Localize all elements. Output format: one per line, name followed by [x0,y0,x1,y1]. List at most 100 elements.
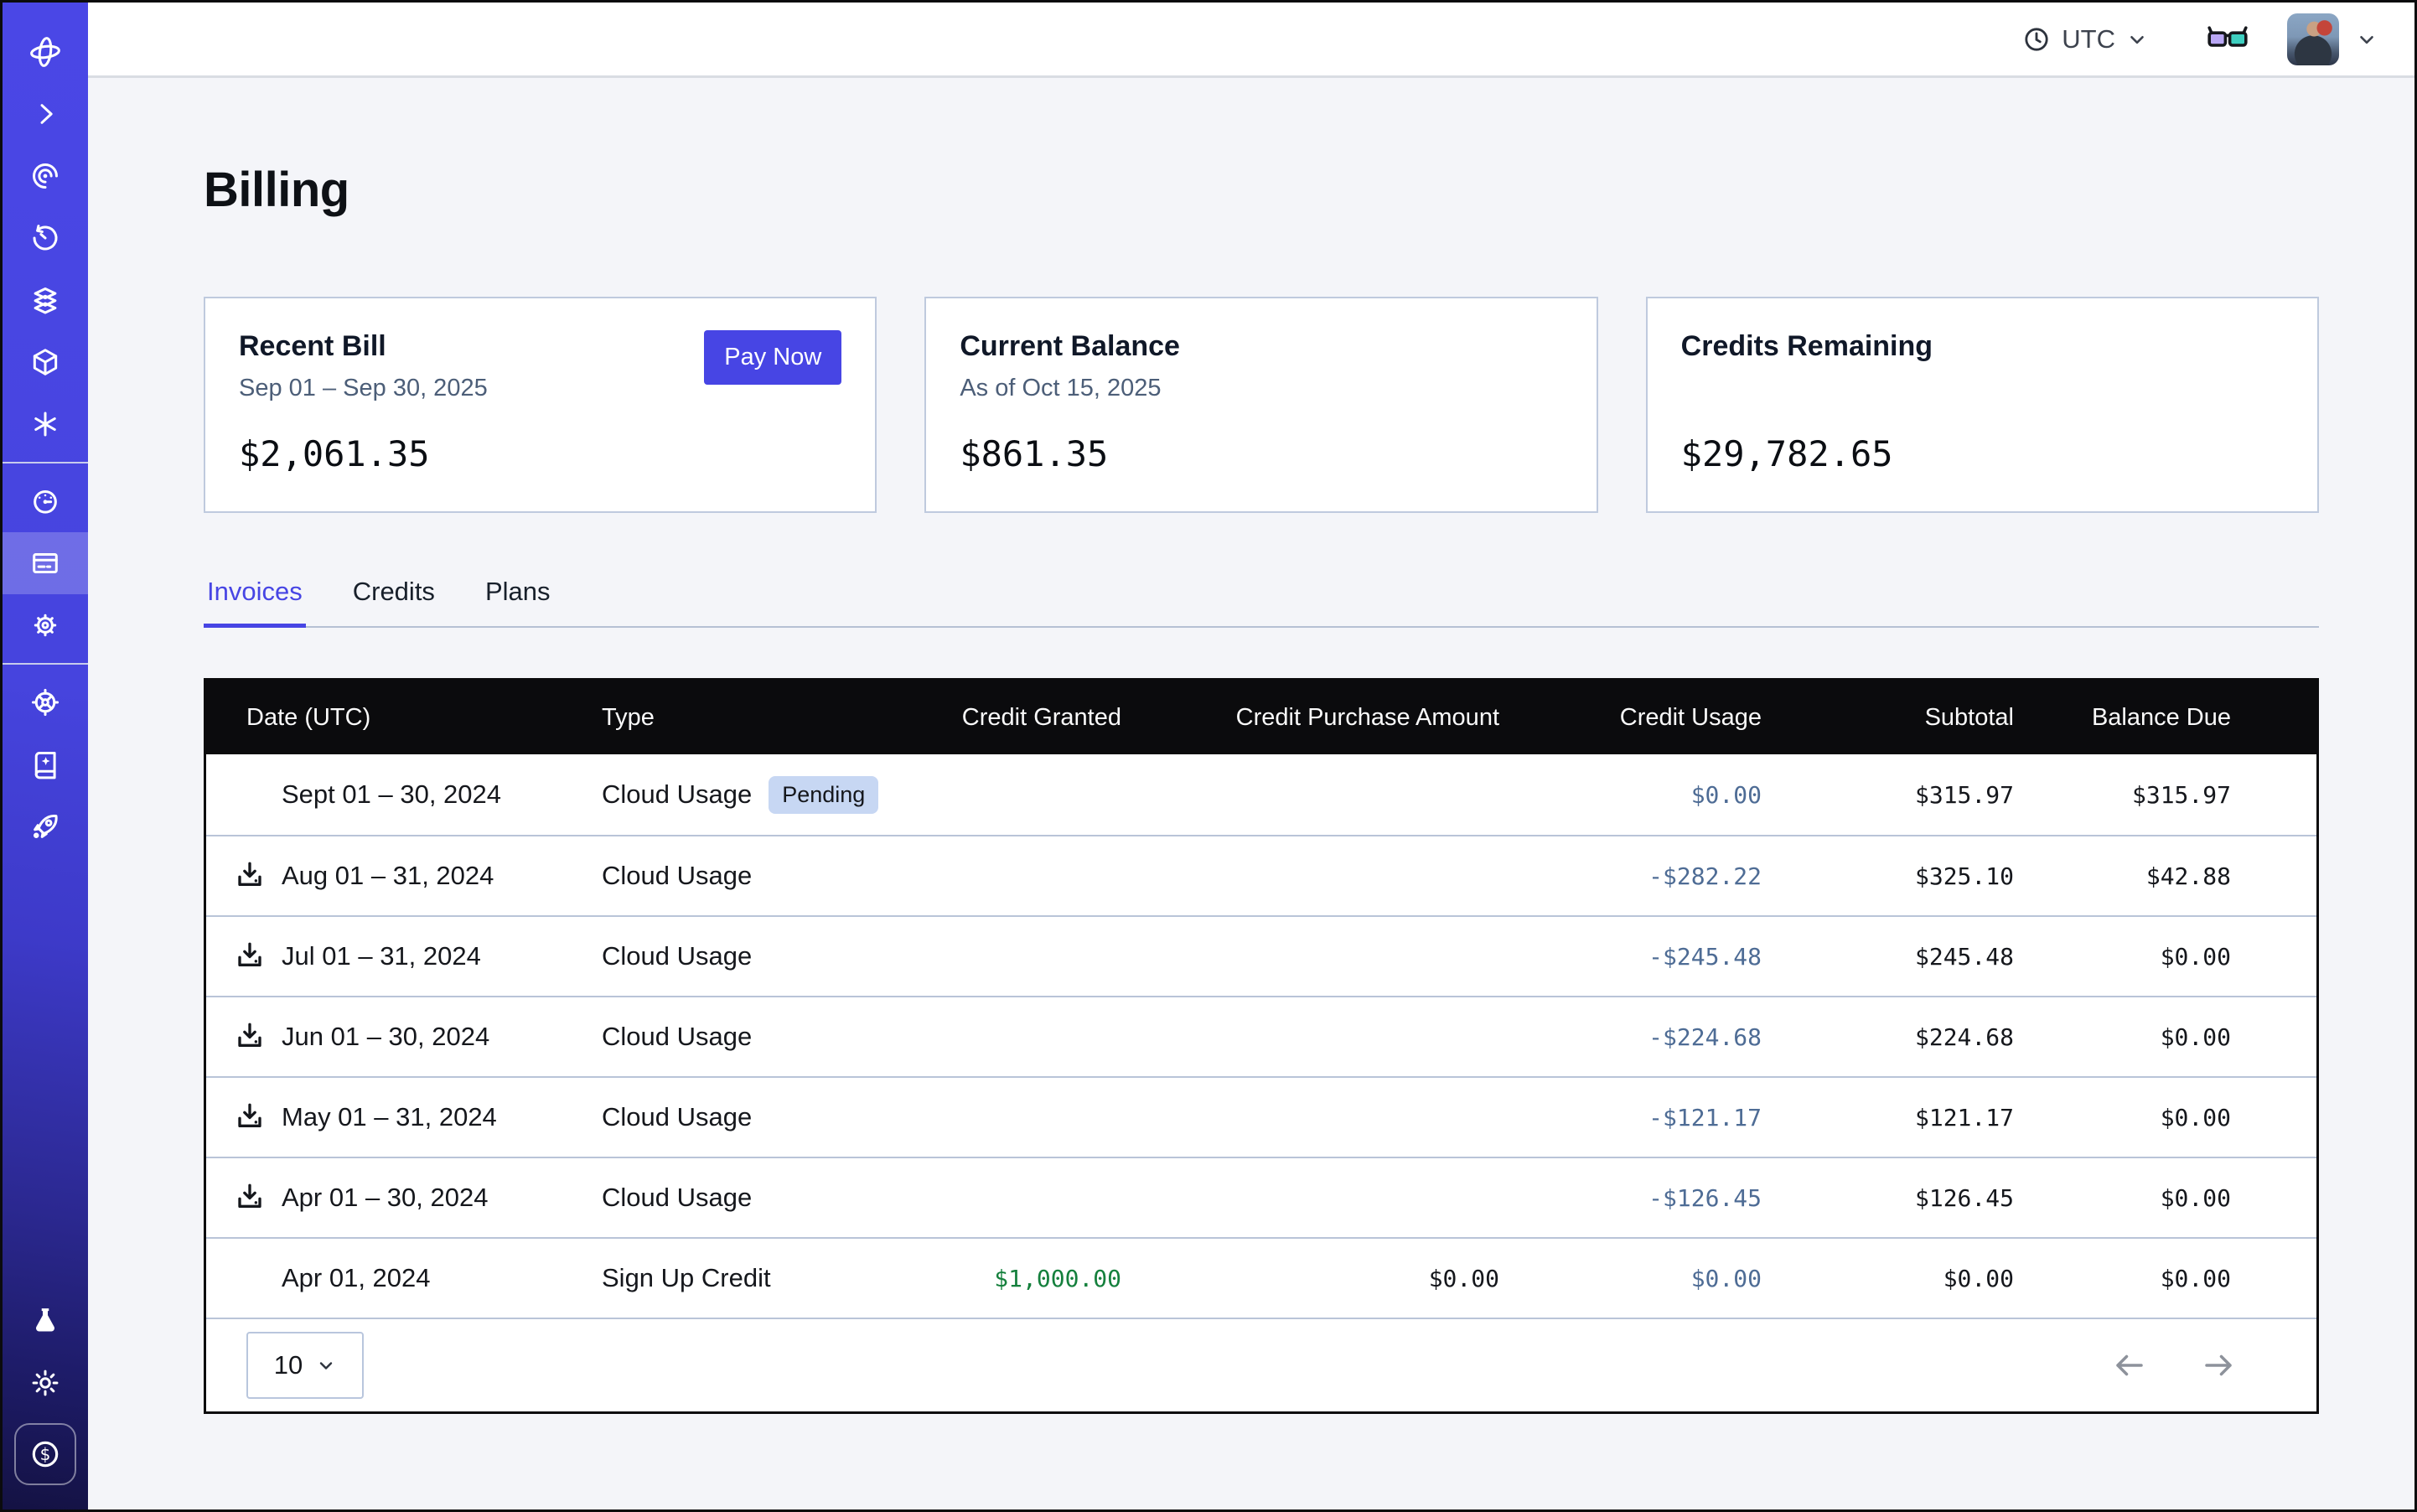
download-icon [233,859,267,893]
page-size-select[interactable]: 10 [246,1332,364,1399]
sidebar-item-packages[interactable] [3,331,88,393]
app-logo[interactable] [3,21,88,83]
card-subtitle: Sep 01 – Sep 30, 2025 [239,375,488,402]
billing-tabs: Invoices Credits Plans [204,568,2319,628]
column-header: Balance Due [2014,704,2231,732]
orbit-logo-icon [26,33,65,71]
billing-card-icon [29,547,61,579]
credits-remaining-card: Credits Remaining $29,782.65 [1646,297,2319,513]
balance-due-value: $0.00 [2014,1104,2231,1131]
arrow-right-icon [2201,1348,2236,1383]
type-cell: Cloud Usage [602,1022,945,1052]
subtotal-value: $121.17 [1762,1104,2014,1131]
subtotal-value: $224.68 [1762,1023,2014,1051]
sidebar-item-dashboard[interactable] [3,470,88,532]
download-invoice-button[interactable] [233,859,267,893]
sidebar-credits-slot: $ [3,1414,88,1494]
invoice-date: Apr 01, 2024 [282,1263,431,1293]
chevron-right-icon [29,98,61,130]
credits-remaining-amount: $29,782.65 [1681,433,1893,474]
sidebar-item-getting-started[interactable] [3,795,88,857]
date-cell: Jul 01 – 31, 2024 [233,940,602,973]
sidebar-item-billing[interactable] [3,532,88,594]
ship-wheel-icon [29,686,61,718]
sidebar-expand-button[interactable] [3,83,88,145]
download-icon [233,940,267,973]
date-cell: Aug 01 – 31, 2024 [233,859,602,893]
dollar-badge-icon: $ [28,1437,62,1471]
sidebar-item-monitoring[interactable] [3,145,88,207]
previous-page-button[interactable] [2112,1348,2147,1383]
billing-page: Billing Recent Bill Sep 01 – Sep 30, 202… [88,78,2414,1509]
recent-bill-amount: $2,061.35 [239,433,430,474]
sidebar-item-history[interactable] [3,207,88,269]
sidebar-item-settings[interactable] [3,594,88,656]
balance-due-value: $0.00 [2014,943,2231,971]
balance-due-value: $0.00 [2014,1023,2231,1051]
timezone-selector[interactable]: UTC [2022,24,2148,54]
credit-usage-value: -$245.48 [1499,943,1762,971]
invoice-type: Sign Up Credit [602,1263,771,1293]
card-subtitle: As of Oct 15, 2025 [960,375,1180,402]
credit-usage-value: -$121.17 [1499,1104,1762,1131]
asterisk-icon [29,408,61,440]
invoice-type: Cloud Usage [602,861,752,891]
table-row: May 01 – 31, 2024 Cloud Usage -$121.17 $… [206,1076,2316,1157]
credit-granted-value: $1,000.00 [945,1265,1121,1292]
subtotal-value: $325.10 [1762,862,2014,890]
type-cell: Cloud Usage [602,1102,945,1132]
settings-gear-icon [29,609,61,641]
column-header: Subtotal [1762,704,2014,732]
tab-plans[interactable]: Plans [482,568,554,628]
sidebar-spacer [3,857,88,1290]
invoice-date: Jun 01 – 30, 2024 [282,1022,489,1052]
timezone-label: UTC [2062,24,2115,54]
user-avatar[interactable] [2287,13,2339,65]
history-timer-icon [29,222,61,254]
credit-usage-value: -$282.22 [1499,862,1762,890]
type-cell: Cloud Usage [602,941,945,971]
sidebar-item-admin[interactable] [3,671,88,733]
view-glasses-toggle[interactable] [2207,24,2249,54]
sidebar-item-labs[interactable] [3,1290,88,1352]
download-invoice-button[interactable] [233,940,267,973]
sidebar-item-theme-toggle[interactable] [3,1352,88,1414]
type-cell: Sign Up Credit [602,1263,945,1293]
table-footer: 10 [206,1318,2316,1411]
invoice-date: Sept 01 – 30, 2024 [282,779,501,810]
column-header: Type [602,704,945,732]
credit-purchase-value: $0.00 [1121,1265,1499,1292]
sidebar: $ [3,3,88,1509]
credits-badge-button[interactable]: $ [14,1423,76,1485]
main-area: UTC Billing [88,3,2414,1509]
download-invoice-button[interactable] [233,1020,267,1054]
user-menu-button[interactable] [2356,28,2378,50]
invoice-type: Cloud Usage [602,941,752,971]
invoice-date: Apr 01 – 30, 2024 [282,1183,488,1213]
status-badge: Pending [769,776,878,814]
docs-book-sparkle-icon [29,748,61,780]
sidebar-item-services[interactable] [3,393,88,455]
sidebar-item-docs[interactable] [3,733,88,795]
invoice-date: May 01 – 31, 2024 [282,1102,497,1132]
table-row: Apr 01 – 30, 2024 Cloud Usage -$126.45 $… [206,1157,2316,1237]
credit-usage-value: $0.00 [1499,781,1762,809]
chevron-down-icon [2126,28,2148,50]
table-body: Sept 01 – 30, 2024 Cloud Usage Pending $… [206,754,2316,1318]
column-header: Date (UTC) [233,704,602,732]
page-size-value: 10 [274,1350,303,1380]
download-icon [233,1020,267,1054]
eye-spiral-icon [29,160,61,192]
download-invoice-button[interactable] [233,1181,267,1214]
date-cell: Jun 01 – 30, 2024 [233,1020,602,1054]
pay-now-button[interactable]: Pay Now [704,330,841,385]
card-title: Recent Bill [239,330,488,363]
clock-icon [2022,25,2051,54]
column-header: Credit Usage [1499,704,1762,732]
download-invoice-button[interactable] [233,1100,267,1134]
next-page-button[interactable] [2201,1348,2236,1383]
sidebar-item-layers[interactable] [3,269,88,331]
tab-invoices[interactable]: Invoices [204,568,306,628]
balance-due-value: $42.88 [2014,862,2231,890]
tab-credits[interactable]: Credits [349,568,438,628]
